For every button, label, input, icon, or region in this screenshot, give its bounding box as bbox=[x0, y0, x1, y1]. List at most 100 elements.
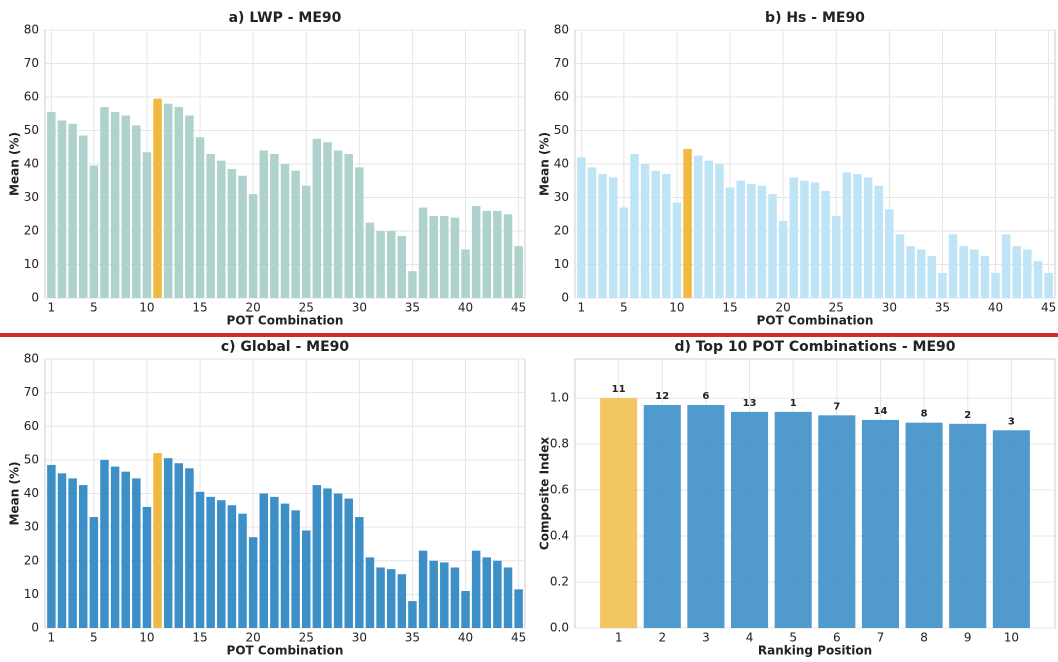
bar bbox=[185, 468, 194, 628]
y-axis-label: Mean (%) bbox=[8, 462, 22, 526]
x-tick-label: 25 bbox=[299, 301, 314, 315]
x-tick-label: 20 bbox=[246, 301, 261, 315]
bar bbox=[662, 174, 671, 298]
bar bbox=[503, 214, 513, 298]
bar bbox=[248, 537, 258, 628]
x-tick-label: 25 bbox=[829, 301, 844, 315]
x-tick-label: 7 bbox=[877, 631, 885, 645]
x-tick-label: 10 bbox=[669, 301, 684, 315]
bar bbox=[418, 207, 428, 298]
bar bbox=[461, 591, 470, 628]
bar bbox=[853, 174, 862, 298]
x-tick-label: 1 bbox=[48, 301, 56, 315]
bar bbox=[68, 123, 77, 298]
y-tick-label: 40 bbox=[24, 157, 39, 171]
y-tick-label: 20 bbox=[24, 553, 39, 567]
y-tick-label: 1.0 bbox=[550, 391, 569, 405]
x-axis-label: Ranking Position bbox=[758, 644, 872, 658]
chart-title: d) Top 10 POT Combinations - ME90 bbox=[674, 339, 955, 355]
y-tick-label: 0.8 bbox=[550, 437, 569, 451]
chart-title: a) LWP - ME90 bbox=[229, 10, 342, 26]
bar bbox=[747, 184, 756, 298]
y-tick-label: 80 bbox=[24, 23, 39, 37]
bar-annotation: 6 bbox=[702, 391, 709, 402]
bar bbox=[217, 500, 226, 628]
bar bbox=[174, 463, 184, 628]
bar bbox=[323, 142, 332, 298]
bar bbox=[153, 453, 162, 628]
bar bbox=[57, 473, 67, 628]
y-tick-label: 60 bbox=[24, 419, 39, 433]
bar bbox=[440, 562, 449, 628]
bar bbox=[1044, 272, 1053, 298]
bar bbox=[736, 180, 745, 298]
x-tick-label: 1 bbox=[48, 631, 56, 645]
y-tick-label: 10 bbox=[554, 257, 569, 271]
bar bbox=[429, 215, 438, 298]
y-tick-label: 50 bbox=[24, 123, 39, 137]
bar bbox=[938, 272, 947, 298]
y-tick-label: 40 bbox=[554, 157, 569, 171]
y-tick-label: 60 bbox=[24, 90, 39, 104]
bar-annotation: 7 bbox=[833, 401, 840, 412]
bar bbox=[757, 185, 767, 298]
bar bbox=[301, 530, 311, 628]
bar bbox=[471, 205, 481, 298]
y-tick-label: 10 bbox=[24, 587, 39, 601]
x-tick-label: 2 bbox=[658, 631, 666, 645]
bar bbox=[376, 567, 385, 628]
x-tick-label: 3 bbox=[702, 631, 710, 645]
bar bbox=[312, 485, 322, 628]
bar bbox=[991, 272, 1000, 298]
bar bbox=[217, 160, 226, 298]
bar bbox=[89, 517, 99, 628]
bar bbox=[906, 246, 915, 298]
bar bbox=[672, 202, 682, 298]
y-tick-label: 40 bbox=[24, 486, 39, 500]
bar bbox=[429, 560, 438, 628]
x-tick-label: 10 bbox=[139, 631, 154, 645]
bar bbox=[110, 466, 120, 628]
x-tick-label: 40 bbox=[988, 301, 1003, 315]
y-tick-label: 70 bbox=[24, 56, 39, 70]
bar bbox=[110, 112, 120, 298]
bar bbox=[206, 153, 215, 298]
y-tick-label: 0.6 bbox=[550, 483, 569, 497]
bar-annotation: 1 bbox=[790, 398, 797, 409]
bar bbox=[408, 601, 417, 628]
x-tick-label: 35 bbox=[935, 301, 950, 315]
bar bbox=[408, 271, 417, 298]
bar bbox=[916, 249, 926, 298]
bar bbox=[121, 115, 130, 298]
x-axis-label: POT Combination bbox=[227, 314, 344, 328]
bar bbox=[397, 236, 407, 298]
x-tick-label: 5 bbox=[620, 301, 628, 315]
bar bbox=[47, 464, 56, 628]
bar bbox=[259, 150, 269, 298]
x-tick-label: 10 bbox=[139, 301, 154, 315]
x-tick-label: 25 bbox=[299, 631, 314, 645]
chart-title: c) Global - ME90 bbox=[221, 339, 350, 355]
bar bbox=[863, 177, 873, 298]
bar bbox=[831, 215, 841, 298]
bar bbox=[774, 411, 812, 628]
y-tick-label: 70 bbox=[24, 385, 39, 399]
bar bbox=[970, 249, 979, 298]
bar bbox=[333, 493, 343, 628]
y-tick-label: 80 bbox=[24, 352, 39, 366]
y-tick-label: 0.0 bbox=[550, 621, 569, 635]
x-axis-label: POT Combination bbox=[227, 644, 344, 658]
bar bbox=[471, 550, 481, 628]
bar bbox=[386, 231, 396, 298]
bar-annotation: 14 bbox=[873, 406, 887, 417]
bar bbox=[397, 574, 407, 628]
bar bbox=[980, 256, 990, 298]
y-tick-label: 30 bbox=[24, 190, 39, 204]
bar bbox=[651, 170, 660, 298]
x-tick-label: 40 bbox=[458, 301, 473, 315]
bar bbox=[280, 503, 290, 628]
x-tick-label: 45 bbox=[511, 631, 526, 645]
bar bbox=[683, 148, 692, 298]
x-tick-label: 5 bbox=[789, 631, 797, 645]
bar bbox=[132, 478, 141, 628]
